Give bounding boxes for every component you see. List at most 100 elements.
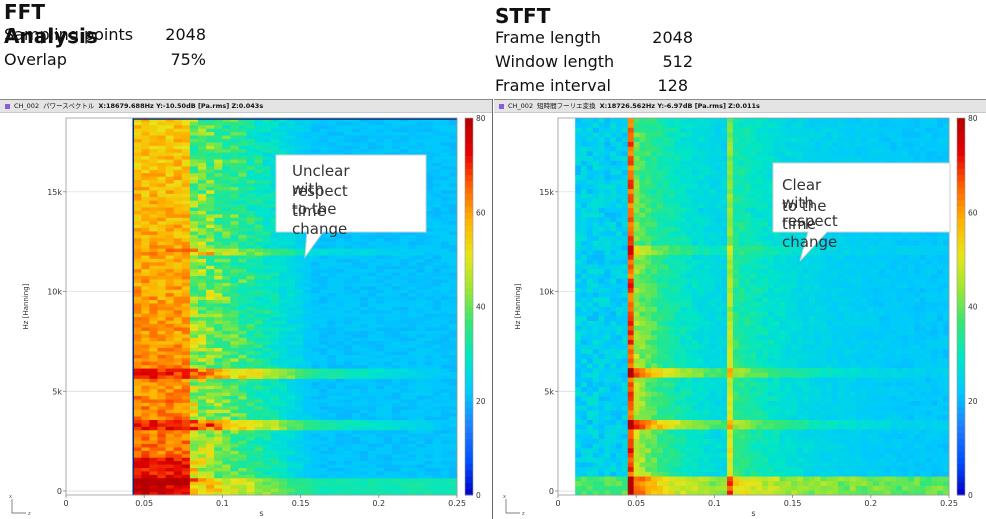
heatmap-cell (303, 426, 312, 431)
heatmap-cell (359, 467, 369, 472)
heatmap-cell (586, 344, 594, 350)
heatmap-cell (303, 292, 312, 297)
heatmap-cell (295, 234, 304, 239)
heatmap-cell (181, 309, 191, 314)
heatmap-cell (424, 399, 434, 403)
heatmap-cell (392, 371, 401, 376)
heatmap-cell (222, 481, 231, 486)
heatmap-cell (351, 385, 361, 390)
heatmap-cell (440, 196, 450, 201)
heatmap-cell (238, 388, 247, 393)
heatmap-cell (335, 347, 345, 352)
heatmap-cell (440, 491, 450, 496)
heatmap-cell (157, 282, 167, 287)
heatmap-cell (165, 375, 175, 379)
heatmap-cell (343, 344, 353, 349)
heatmap-cell (303, 340, 312, 345)
heatmap-cell (351, 464, 361, 468)
heatmap-cell (181, 217, 191, 222)
heatmap-cell (214, 484, 223, 489)
heatmap-cell (198, 282, 207, 287)
heatmap-cell (327, 241, 336, 246)
heatmap-cell (149, 255, 158, 259)
heatmap-cell (214, 285, 223, 290)
heatmap-cell (432, 296, 442, 301)
heatmap-cell (206, 251, 215, 256)
heatmap-cell (343, 416, 353, 420)
heatmap-cell (295, 443, 304, 448)
stft-spectrogram-panel[interactable]: CH_002 短時間フーリエ変換 X:18726.562Hz Y:-6.97dB [… (494, 99, 986, 519)
heatmap-cell (440, 364, 450, 369)
heatmap-cell (262, 141, 272, 146)
heatmap-cell (440, 217, 450, 222)
heatmap-cell (440, 261, 450, 266)
heatmap-cell (189, 162, 199, 167)
heatmap-cell (165, 265, 175, 270)
heatmap-cell (198, 357, 207, 362)
heatmap-cell (133, 354, 142, 359)
heatmap-cell (384, 416, 393, 420)
heatmap-cell (586, 438, 594, 444)
heatmap-cell (359, 436, 369, 441)
heatmap-cell (230, 347, 239, 352)
heatmap-cell (575, 396, 582, 402)
heatmap-cell (367, 244, 377, 249)
fft-spectrogram-panel[interactable]: CH_002 パワースペクトル X:18679.688Hz Y:-10.50dB [… (0, 99, 492, 519)
heatmap-cell (230, 453, 239, 458)
heatmap-cell (416, 467, 426, 472)
heatmap-cell (157, 385, 167, 390)
heatmap-cell (287, 392, 296, 397)
heatmap-cell (440, 145, 450, 150)
heatmap-cell (335, 303, 345, 307)
heatmap-cell (440, 412, 450, 417)
heatmap-cell (238, 145, 247, 150)
heatmap-cell (230, 477, 239, 482)
heatmap-cell (206, 303, 215, 307)
heatmap-cell (214, 426, 223, 431)
heatmap-cell (246, 340, 256, 345)
heatmap-cell (440, 234, 450, 239)
heatmap-cell (581, 198, 588, 204)
heatmap-cell (230, 200, 239, 205)
heatmap-cell (149, 484, 158, 489)
heatmap-cell (367, 138, 377, 143)
heatmap-cell (198, 196, 207, 201)
heatmap-cell (181, 248, 191, 253)
heatmap-cell (214, 327, 223, 331)
heatmap-cell (586, 311, 594, 317)
colorbar-segment (465, 268, 473, 276)
heatmap-cell (173, 306, 183, 311)
heatmap-cell (343, 265, 353, 270)
heatmap-cell (230, 231, 239, 235)
heatmap-cell (262, 309, 272, 314)
heatmap-cell (392, 467, 401, 472)
heatmap-cell (384, 361, 393, 366)
heatmap-cell (575, 363, 582, 369)
heatmap-cell (367, 299, 377, 304)
heatmap-cell (448, 371, 458, 376)
heatmap-cell (351, 378, 361, 383)
heatmap-cell (262, 385, 272, 390)
heatmap-cell (592, 155, 599, 161)
heatmap-cell (133, 152, 142, 157)
heatmap-cell (262, 327, 272, 331)
heatmap-cell (592, 339, 599, 345)
heatmap-cell (303, 392, 312, 397)
heatmap-cell (262, 234, 272, 239)
heatmap-cell (367, 388, 377, 393)
heatmap-cell (246, 385, 256, 390)
heatmap-cell (165, 313, 175, 318)
heatmap-cell (262, 131, 272, 136)
heatmap-cell (400, 467, 409, 472)
heatmap-cell (432, 200, 442, 205)
heatmap-cell (214, 313, 223, 318)
heatmap-cell (254, 255, 264, 259)
heatmap-cell (206, 395, 215, 400)
heatmap-cell (432, 450, 442, 455)
heatmap-cell (270, 138, 280, 143)
heatmap-cell (295, 327, 304, 331)
heatmap-cell (327, 282, 336, 287)
heatmap-cell (165, 327, 175, 331)
heatmap-cell (327, 453, 336, 458)
heatmap-cell (432, 419, 442, 424)
